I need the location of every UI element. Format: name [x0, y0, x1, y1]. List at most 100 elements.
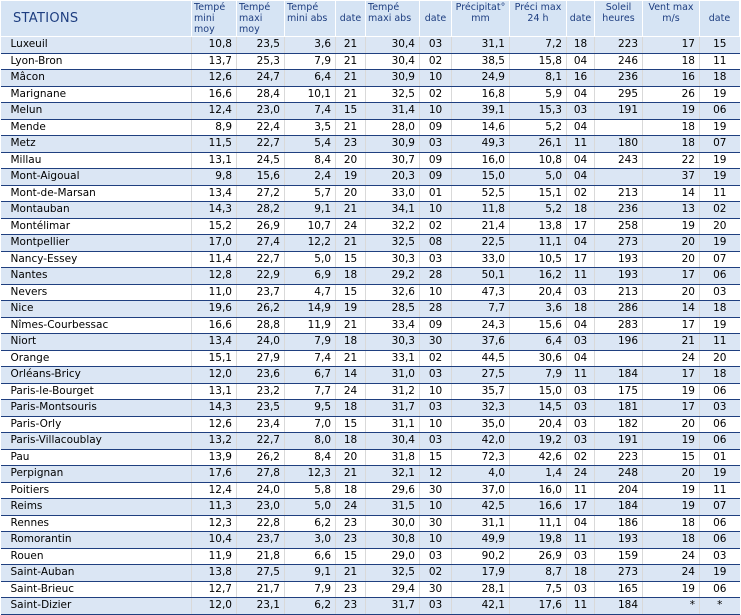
table-cell: 159	[594, 548, 643, 565]
table-cell: 06	[699, 515, 740, 532]
table-cell: 03	[566, 102, 595, 120]
table-cell: 11,3	[191, 498, 237, 516]
table-cell: 19	[699, 152, 740, 169]
table-cell: 18	[335, 333, 366, 351]
table-cell: *	[642, 597, 700, 615]
table-cell: 31,1	[365, 416, 420, 433]
table-cell: 12,0	[191, 366, 237, 384]
table-cell: 30,8	[365, 531, 420, 549]
table-cell: 236	[594, 69, 643, 87]
table-cell: 24,9	[451, 69, 510, 87]
table-cell: 28	[419, 300, 452, 318]
table-cell: 24,5	[236, 152, 285, 169]
table-cell: 181	[594, 399, 643, 417]
table-cell: 12,4	[191, 482, 237, 499]
table-cell: 30,3	[365, 251, 420, 268]
table-cell: 14,9	[284, 300, 336, 318]
table-cell: 31,1	[451, 36, 510, 54]
table-cell: 07	[699, 135, 740, 153]
table-cell: 23,2	[236, 383, 285, 400]
table-cell: 30,4	[365, 36, 420, 54]
table-cell: 15	[699, 36, 740, 54]
table-cell: 13,1	[191, 152, 237, 169]
table-cell: 10	[419, 201, 452, 219]
table-cell: 7,9	[284, 333, 336, 351]
table-cell: 23,5	[236, 36, 285, 54]
table-cell: 7,4	[284, 350, 336, 367]
table-cell: 243	[594, 152, 643, 169]
table-cell: 7,0	[284, 416, 336, 433]
table-cell: 17	[566, 251, 595, 268]
table-row: Montpellier 17,0 27,4 12,2 21 32,5 08 22,5 11,1 0…	[0, 234, 740, 252]
table-cell: 5,7	[284, 185, 336, 202]
table-cell: 32,5	[365, 564, 420, 582]
table-cell: 28,8	[236, 317, 285, 334]
table-cell: 32,1	[365, 465, 420, 483]
table-cell: 33,1	[365, 350, 420, 367]
table-cell: 191	[594, 102, 643, 120]
table-row: Mâcon 12,6 24,7 6,4 21 30,9 10 24,9 8,1 16 236 16 18	[0, 69, 740, 87]
table-cell: 50,1	[451, 267, 510, 285]
table-cell: 31,2	[365, 383, 420, 400]
table-cell: 30	[419, 482, 452, 499]
table-cell: 175	[594, 383, 643, 400]
table-cell: 23,7	[236, 284, 285, 301]
table-cell: 19	[642, 218, 700, 235]
table-cell: 10,8	[509, 152, 567, 169]
table-cell: 30,4	[365, 432, 420, 450]
station-name: Pau	[0, 449, 192, 466]
table-cell: 18	[335, 482, 366, 499]
table-cell	[594, 168, 643, 186]
table-cell: 02	[419, 564, 452, 582]
table-cell: 12,7	[191, 581, 237, 598]
table-cell: 5,9	[509, 86, 567, 103]
table-cell: 19,8	[509, 531, 567, 549]
table-cell: 19	[699, 86, 740, 103]
station-name: Poitiers	[0, 482, 192, 499]
table-cell: 21	[335, 465, 366, 483]
table-cell: 03	[419, 432, 452, 450]
table-cell: 15,6	[236, 168, 285, 186]
table-cell: 283	[594, 317, 643, 334]
table-cell: 10	[419, 69, 452, 87]
table-cell: 17,6	[191, 465, 237, 483]
table-cell: 23,1	[236, 597, 285, 615]
table-cell: 13,4	[191, 333, 237, 351]
table-cell: 182	[594, 416, 643, 433]
table-cell: 16,6	[191, 317, 237, 334]
table-cell: 22,7	[236, 135, 285, 153]
table-cell: 18	[566, 36, 595, 54]
table-cell: 21	[642, 333, 700, 351]
table-cell: 20	[699, 218, 740, 235]
table-cell: 19	[642, 482, 700, 499]
table-cell: 2,4	[284, 168, 336, 186]
table-cell: 04	[566, 119, 595, 136]
table-cell: 7,9	[284, 53, 336, 70]
station-name: Saint-Brieuc	[0, 581, 192, 598]
station-name: Nantes	[0, 267, 192, 285]
table-cell: 30	[419, 333, 452, 351]
table-cell: 01	[419, 185, 452, 202]
table-cell: 04	[566, 350, 595, 367]
table-cell: 273	[594, 234, 643, 252]
table-cell: 11	[566, 597, 595, 615]
table-cell: 06	[699, 432, 740, 450]
table-cell: 5,4	[284, 135, 336, 153]
station-name: Rouen	[0, 548, 192, 565]
table-cell: *	[699, 597, 740, 615]
table-cell: 12,3	[284, 465, 336, 483]
table-cell: 34,1	[365, 201, 420, 219]
table-row: Perpignan 17,6 27,8 12,3 21 32,1 12 4,0 1,4 24 248…	[0, 465, 740, 483]
table-row: Romorantin 10,4 23,7 3,0 23 30,8 10 49,9 19,8 11 1…	[0, 531, 740, 549]
table-cell: 17	[566, 498, 595, 516]
table-row: Metz 11,5 22,7 5,4 23 30,9 03 49,3 26,1 11 180 18 07	[0, 135, 740, 153]
table-cell: 31,0	[365, 366, 420, 384]
table-cell: 18	[699, 300, 740, 318]
table-cell: 23,7	[236, 531, 285, 549]
table-cell: 19	[642, 383, 700, 400]
table-cell: 18	[335, 267, 366, 285]
table-cell: 11,1	[509, 515, 567, 532]
table-row: Millau 13,1 24,5 8,4 20 30,7 09 16,0 10,8 04 243 22…	[0, 152, 740, 169]
table-cell: 12,0	[191, 597, 237, 615]
table-row: Rouen 11,9 21,8 6,6 15 29,0 03 90,2 26,9 03 159 24 0…	[0, 548, 740, 565]
